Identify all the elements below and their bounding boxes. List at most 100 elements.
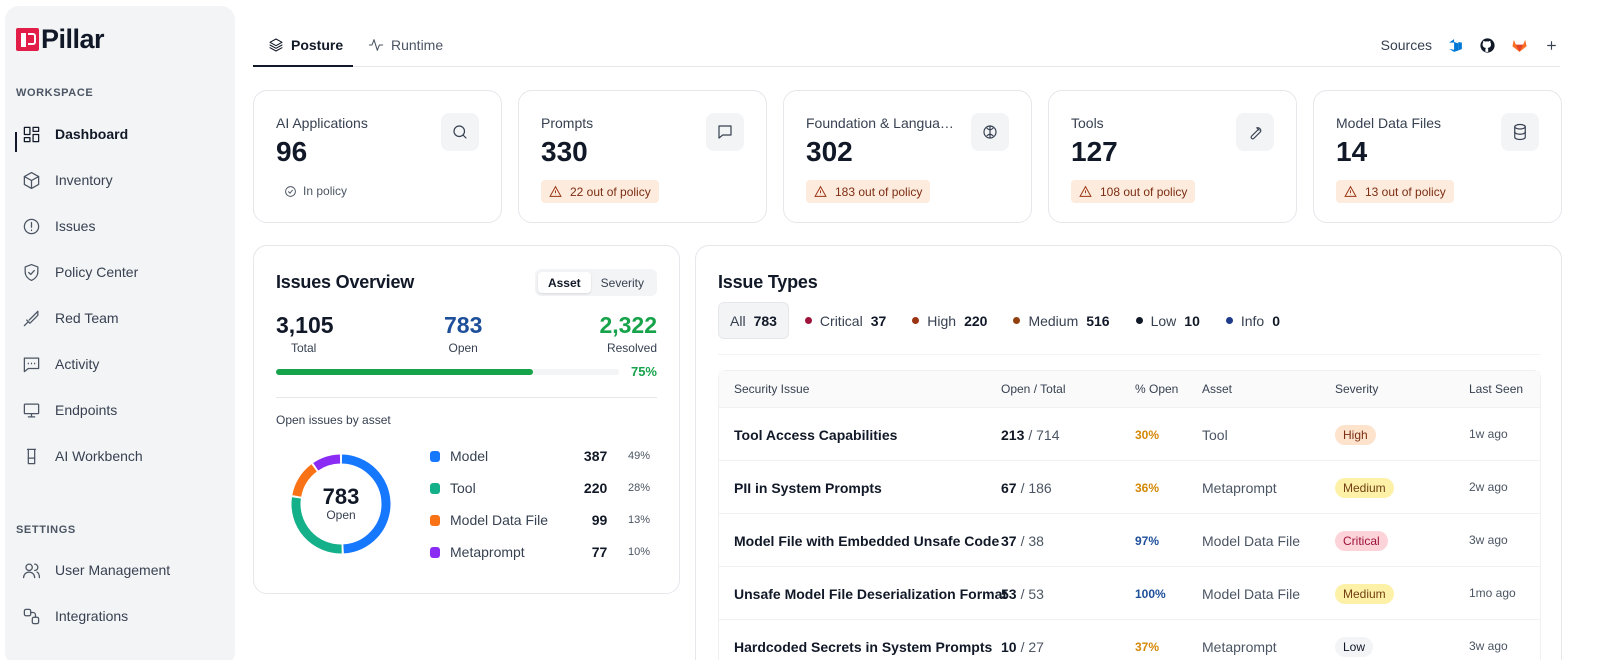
alert-circle-icon	[21, 216, 41, 236]
kpi-resolved-value: 2,322	[599, 312, 657, 338]
filter-count: 220	[964, 312, 988, 329]
out-of-policy-badge: 108 out of policy	[1071, 180, 1196, 203]
col-security-issue[interactable]: Security Issue	[734, 382, 810, 396]
donut-center: 783 Open	[288, 486, 394, 523]
legend-item[interactable]: Model 387 49%	[430, 446, 650, 466]
severity-dot	[1135, 317, 1143, 324]
sidebar-item-integrations[interactable]: Integrations	[21, 604, 128, 628]
sidebar-item-ai-workbench[interactable]: AI Workbench	[21, 444, 143, 468]
severity-cell: High	[1335, 408, 1376, 461]
filter-high[interactable]: High 220	[912, 313, 987, 329]
shield-check-icon	[21, 262, 41, 282]
stat-label: Foundation & Languag...	[806, 115, 956, 131]
stat-card-foundation-language[interactable]: Foundation & Languag... 302 183 out of p…	[783, 90, 1032, 223]
toggle-severity[interactable]: Severity	[600, 275, 644, 290]
table-row[interactable]: Unsafe Model File Deserialization Format…	[719, 566, 1540, 619]
pillar-logo[interactable]: Pillar	[16, 24, 105, 55]
table-row[interactable]: Tool Access Capabilities 213/ 714 30% Tool H…	[719, 407, 1540, 460]
tab-runtime[interactable]: Runtime	[368, 34, 443, 56]
sidebar-item-activity[interactable]: Activity	[21, 352, 99, 376]
toggle-asset[interactable]: Asset	[537, 272, 591, 293]
filter-count: 0	[1272, 312, 1281, 329]
activity-icon	[368, 39, 384, 51]
tab-label: Runtime	[391, 37, 444, 53]
stat-card-ai-applications[interactable]: AI Applications 96 In policy	[253, 90, 502, 223]
sidebar-item-endpoints[interactable]: Endpoints	[21, 398, 117, 422]
donut-slice-metaprompt[interactable]	[313, 454, 341, 471]
issue-name[interactable]: Hardcoded Secrets in System Prompts	[734, 638, 993, 655]
filter-info[interactable]: Info 0	[1225, 312, 1281, 329]
col-asset[interactable]: Asset	[1202, 382, 1233, 396]
legend-item[interactable]: Metaprompt 77 10%	[430, 542, 650, 562]
donut-slice-model[interactable]	[341, 454, 391, 554]
sidebar-item-label: Activity	[55, 356, 100, 372]
issue-name[interactable]: Unsafe Model File Deserialization Format	[734, 585, 1008, 602]
legend-percent: 10%	[627, 546, 651, 558]
filter-all[interactable]: All 783	[718, 302, 789, 339]
severity-filters: All 783 Critical 37 High 220 Medium 516 Low 10 Inf…	[718, 302, 1306, 339]
last-seen: 1w ago	[1469, 427, 1508, 441]
brain-icon	[971, 113, 1009, 151]
col-percent-open[interactable]: % Open	[1135, 382, 1179, 396]
sidebar-item-inventory[interactable]: Inventory	[21, 168, 113, 192]
stat-card-model-data-files[interactable]: Model Data Files 14 13 out of policy	[1313, 90, 1562, 223]
asset-type: Model Data File	[1202, 532, 1301, 549]
sidebar-item-red-team[interactable]: Red Team	[21, 306, 119, 330]
legend-swatch	[430, 514, 440, 526]
sidebar-item-user-management[interactable]: User Management	[21, 558, 170, 582]
stat-card-tools[interactable]: Tools 127 108 out of policy	[1048, 90, 1297, 223]
issue-name[interactable]: Model File with Embedded Unsafe Code	[734, 532, 1000, 549]
workspace-section-label: WORKSPACE	[16, 87, 94, 99]
issue-types-title: Issue Types	[718, 272, 818, 292]
plus-icon[interactable]	[1542, 36, 1560, 54]
sidebar-item-label: Red Team	[55, 310, 119, 326]
filter-medium[interactable]: Medium 516	[1013, 312, 1110, 329]
sidebar-item-label: Policy Center	[55, 264, 139, 280]
kpi-total-label: Total	[291, 341, 317, 355]
filter-label: All	[730, 312, 746, 329]
top-tabs: Posture Runtime Sources	[253, 28, 1560, 67]
legend-label: Metaprompt	[450, 544, 525, 560]
donut-slice-tool[interactable]	[291, 497, 342, 554]
table-row[interactable]: Hardcoded Secrets in System Prompts 10/ 2…	[719, 619, 1540, 660]
percent-open: 36%	[1135, 480, 1160, 495]
sidebar-item-dashboard[interactable]: Dashboard	[21, 122, 128, 146]
stat-card-prompts[interactable]: Prompts 330 22 out of policy	[518, 90, 767, 223]
active-indicator	[15, 132, 17, 152]
sidebar-item-issues[interactable]: Issues	[21, 214, 95, 238]
stat-label: Tools	[1071, 115, 1104, 131]
users-icon	[21, 560, 41, 580]
open-count: 213	[1001, 426, 1025, 443]
filter-count: 783	[753, 312, 777, 329]
filter-low[interactable]: Low 10	[1135, 313, 1200, 329]
layers-icon	[269, 38, 283, 52]
legend-item[interactable]: Model Data File 99 13%	[430, 510, 650, 530]
table-row[interactable]: PII in System Prompts 67/ 186 36% Metapromp…	[719, 460, 1540, 513]
issues-overview-title: Issues Overview	[276, 272, 415, 292]
severity-dot	[1225, 317, 1233, 324]
tab-posture[interactable]: Posture	[268, 34, 343, 56]
resolved-progress-bar	[276, 369, 619, 375]
col-open-total[interactable]: Open / Total	[1001, 382, 1066, 396]
check-circle-icon	[285, 185, 296, 197]
issue-name[interactable]: Tool Access Capabilities	[734, 426, 898, 443]
box-icon	[21, 170, 41, 190]
table-row[interactable]: Model File with Embedded Unsafe Code 37/ …	[719, 513, 1540, 566]
gitlab-icon[interactable]	[1510, 36, 1528, 54]
sidebar-item-policy-center[interactable]: Policy Center	[21, 260, 138, 284]
azure-devops-icon[interactable]	[1446, 36, 1464, 54]
badge-text: 108 out of policy	[1100, 184, 1188, 199]
col-last-seen[interactable]: Last Seen	[1469, 382, 1524, 396]
table-body: Tool Access Capabilities 213/ 714 30% Tool H…	[719, 407, 1540, 660]
dashboard-icon	[21, 124, 41, 144]
legend-item[interactable]: Tool 220 28%	[430, 478, 650, 498]
github-icon[interactable]	[1478, 36, 1496, 54]
filter-critical[interactable]: Critical 37	[804, 313, 886, 329]
issue-name[interactable]: PII in System Prompts	[734, 479, 882, 496]
kpi-resolved: 2,322 Resolved	[599, 312, 657, 355]
donut-slice-model-data-file[interactable]	[292, 464, 317, 497]
out-of-policy-badge: 22 out of policy	[541, 180, 659, 203]
last-seen: 3w ago	[1469, 639, 1508, 653]
col-severity[interactable]: Severity	[1335, 382, 1379, 396]
filter-label: Medium	[1028, 312, 1079, 329]
